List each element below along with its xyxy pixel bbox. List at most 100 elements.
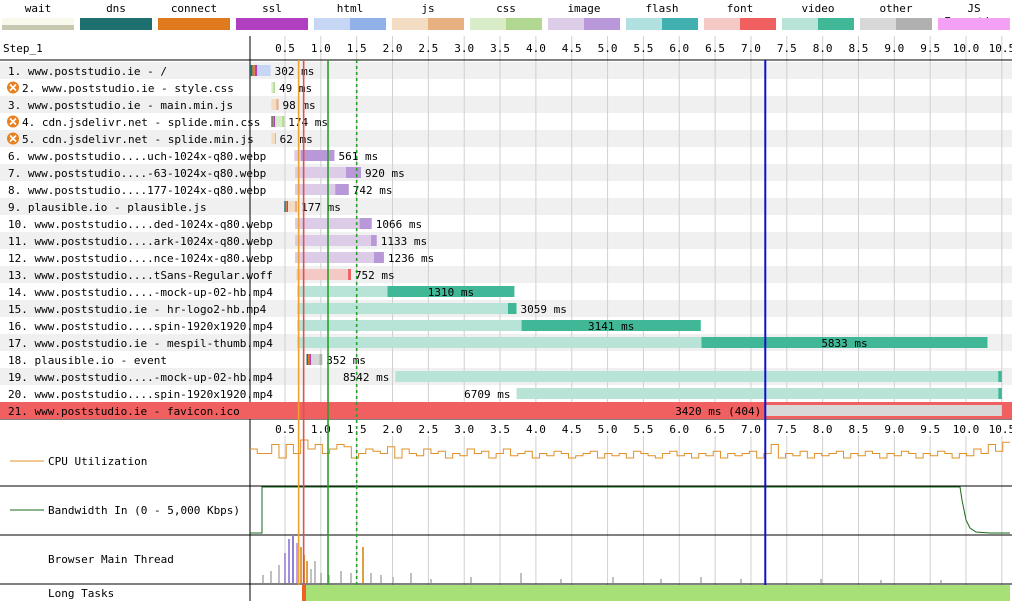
legend-label: wait xyxy=(24,2,52,15)
ttfb-bar xyxy=(295,184,336,195)
main-thread-activity xyxy=(314,561,316,583)
main-thread-activity xyxy=(350,573,352,583)
main-thread-label: Browser Main Thread xyxy=(48,553,174,566)
row-background xyxy=(0,351,1012,368)
error-row-highlight xyxy=(0,402,1012,419)
legend-label: connect xyxy=(170,2,218,15)
legend-image: image xyxy=(546,0,622,32)
ssl-bar xyxy=(254,65,258,76)
duration-label: 3141 ms xyxy=(588,320,634,333)
tick-label-bottom: 10.0 xyxy=(953,423,980,436)
request-row: 17. www.poststudio.ie - mespil-thumb.mp4 xyxy=(8,337,988,350)
main-thread-activity xyxy=(560,579,562,583)
tick-label-bottom: 0.5 xyxy=(275,423,295,436)
dns-bar xyxy=(284,201,286,212)
legend-label: dns xyxy=(106,2,126,15)
legend-label: css xyxy=(496,2,516,15)
legend-connect: connect xyxy=(156,0,232,32)
request-label: 10. www.poststudio....ded-1024x-q80.webp xyxy=(8,218,273,231)
tick-label-bottom: 7.0 xyxy=(741,423,761,436)
tick-label-top: 9.5 xyxy=(920,42,940,55)
legend-flash: flash xyxy=(624,0,700,32)
main-thread-activity xyxy=(306,561,308,583)
request-label: 4. cdn.jsdelivr.net - splide.min.css xyxy=(22,116,260,129)
legend-video: video xyxy=(780,0,856,32)
tick-label-bottom: 10.5 xyxy=(989,423,1012,436)
tick-label-bottom: 2.5 xyxy=(418,423,438,436)
tick-label-top: 7.0 xyxy=(741,42,761,55)
main-thread-activity xyxy=(328,575,330,583)
tick-label-bottom: 9.5 xyxy=(920,423,940,436)
tick-label-top: 2.0 xyxy=(383,42,403,55)
download-bar xyxy=(300,150,335,161)
duration-label: 752 ms xyxy=(355,269,395,282)
main-thread-activity xyxy=(700,577,702,583)
duration-label: 62 ms xyxy=(280,133,313,146)
main-thread-activity xyxy=(820,579,822,583)
tick-label-top: 3.0 xyxy=(454,42,474,55)
main-thread-activity xyxy=(300,547,302,583)
request-row: 7. www.poststudio....-63-1024x-q80.webp xyxy=(8,167,361,180)
row-background xyxy=(0,96,1012,113)
tick-label-bottom: 3.0 xyxy=(454,423,474,436)
ttfb-bar xyxy=(295,167,346,178)
main-thread-activity xyxy=(296,543,298,583)
legend-label: font xyxy=(726,2,754,15)
main-thread-activity xyxy=(262,575,264,583)
request-label: 21. www.poststudio.ie - favicon.ico xyxy=(8,405,240,418)
main-thread-activity xyxy=(270,571,272,583)
legend: wait dns connect ssl html js css image flash font… xyxy=(0,0,1012,32)
request-label: 14. www.poststudio....-mock-up-02-hb.mp4 xyxy=(8,286,273,299)
legend-label: js xyxy=(421,2,435,15)
tick-label-top: 4.0 xyxy=(526,42,546,55)
duration-label: 920 ms xyxy=(365,167,405,180)
main-thread-activity xyxy=(660,579,662,583)
legend-swatch xyxy=(470,18,542,30)
main-thread-activity xyxy=(310,569,312,583)
main-thread-activity xyxy=(520,573,522,583)
main-thread-activity xyxy=(940,580,942,583)
request-row: 9. plausible.io - plausible.js xyxy=(8,201,298,214)
request-row: 14. www.poststudio....-mock-up-02-hb.mp4 xyxy=(8,286,515,299)
duration-label: 1066 ms xyxy=(376,218,422,231)
legend-swatch xyxy=(80,18,152,30)
legend-css: css xyxy=(468,0,544,32)
tick-label-top: 8.5 xyxy=(849,42,869,55)
main-thread-activity xyxy=(278,565,280,583)
download-bar xyxy=(345,167,361,178)
duration-label: 6709 ms xyxy=(464,388,510,401)
download-bar xyxy=(335,184,349,195)
ttfb-bar xyxy=(765,405,1002,416)
request-row: 6. www.poststudio....uch-1024x-q80.webp xyxy=(8,150,335,163)
tick-label-top: 5.5 xyxy=(633,42,653,55)
request-row: 19. www.poststudio....-mock-up-02-hb.mp4 xyxy=(8,371,1002,384)
main-thread-activity xyxy=(410,573,412,583)
duration-label: 1236 ms xyxy=(388,252,434,265)
long-task-block xyxy=(302,585,306,601)
ttfb-bar xyxy=(271,133,275,144)
legend-dns: dns xyxy=(78,0,154,32)
download-bar xyxy=(276,99,279,110)
request-label: 8. www.poststudio....177-1024x-q80.webp xyxy=(8,184,266,197)
tick-label-bottom: 3.5 xyxy=(490,423,510,436)
row-background xyxy=(0,198,1012,215)
duration-label: 5833 ms xyxy=(821,337,867,350)
ttfb-bar xyxy=(311,354,320,365)
legend-swatch xyxy=(236,18,308,30)
request-row: 16. www.poststudio....spin-1920x1920.mp4 xyxy=(8,320,701,333)
connect-bar xyxy=(272,116,274,127)
request-label: 19. www.poststudio....-mock-up-02-hb.mp4 xyxy=(8,371,273,384)
main-thread-activity xyxy=(430,579,432,583)
request-label: 9. plausible.io - plausible.js xyxy=(8,201,207,214)
duration-label: 174 ms xyxy=(288,116,328,129)
request-row: 11. www.poststudio....ark-1024x-q80.webp xyxy=(8,235,377,248)
duration-label: 8542 ms xyxy=(343,371,389,384)
ttfb-bar xyxy=(271,82,274,93)
tick-label-bottom: 5.5 xyxy=(633,423,653,436)
legend-swatch xyxy=(314,18,386,30)
tick-label-top: 10.5 xyxy=(989,42,1012,55)
request-label: 13. www.poststudio....tSans-Regular.woff xyxy=(8,269,273,282)
download-bar xyxy=(387,286,515,297)
dns-bar xyxy=(250,65,253,76)
duration-label: 1310 ms xyxy=(428,286,474,299)
